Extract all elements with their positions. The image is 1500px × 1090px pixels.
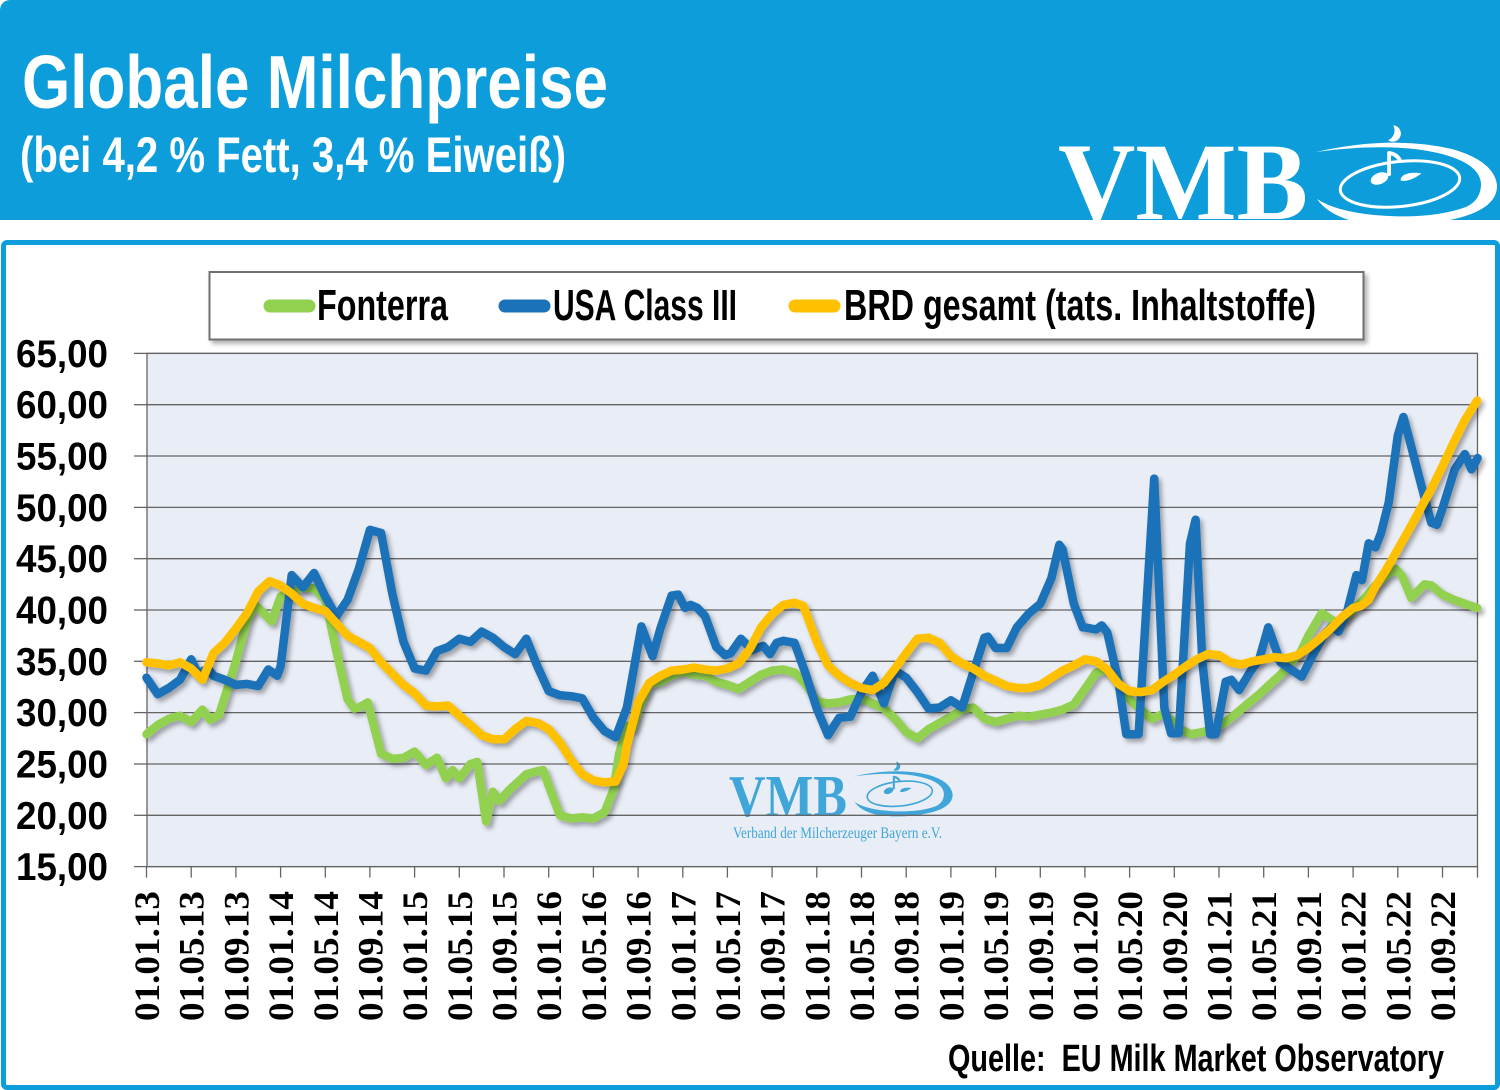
svg-text:01.09.19: 01.09.19 xyxy=(1021,891,1061,1021)
svg-text:01.09.14: 01.09.14 xyxy=(350,891,390,1021)
svg-text:01.05.22: 01.05.22 xyxy=(1378,891,1418,1021)
svg-text:01.05.17: 01.05.17 xyxy=(708,891,748,1021)
svg-text:01.01.18: 01.01.18 xyxy=(797,891,837,1021)
svg-text:01.09.15: 01.09.15 xyxy=(485,891,525,1021)
svg-text:VMB: VMB xyxy=(729,763,847,829)
svg-text:01.01.22: 01.01.22 xyxy=(1334,891,1374,1021)
svg-text:01.09.20: 01.09.20 xyxy=(1155,891,1195,1021)
svg-text:01.05.21: 01.05.21 xyxy=(1244,891,1284,1021)
svg-text:01.05.16: 01.05.16 xyxy=(574,891,614,1021)
svg-text:01.05.13: 01.05.13 xyxy=(172,891,212,1021)
svg-text:65,00: 65,00 xyxy=(16,333,108,376)
svg-text:USA Class III: USA Class III xyxy=(553,281,737,330)
svg-text:VMB: VMB xyxy=(1058,121,1308,243)
svg-text:Fonterra: Fonterra xyxy=(317,281,448,330)
svg-text:01.09.21: 01.09.21 xyxy=(1289,891,1329,1021)
svg-text:01.05.20: 01.05.20 xyxy=(1110,891,1150,1021)
svg-text:01.01.20: 01.01.20 xyxy=(1065,891,1105,1021)
svg-text:01.05.15: 01.05.15 xyxy=(440,891,480,1021)
svg-text:01.09.18: 01.09.18 xyxy=(887,891,927,1021)
svg-text:01.01.14: 01.01.14 xyxy=(261,891,301,1021)
svg-text:01.01.15: 01.01.15 xyxy=(395,891,435,1021)
svg-text:50,00: 50,00 xyxy=(16,487,108,530)
svg-text:01.09.22: 01.09.22 xyxy=(1423,891,1463,1021)
svg-text:Globale Milchpreise: Globale Milchpreise xyxy=(22,40,608,124)
svg-text:15,00: 15,00 xyxy=(16,846,108,889)
svg-text:Quelle: EU Milk Market Observ: Quelle: EU Milk Market Observatory xyxy=(948,1038,1444,1080)
svg-text:01.01.21: 01.01.21 xyxy=(1200,891,1240,1021)
svg-text:45,00: 45,00 xyxy=(16,538,108,581)
svg-text:BRD gesamt (tats. Inhaltstoffe: BRD gesamt (tats. Inhaltstoffe) xyxy=(844,281,1316,330)
svg-text:01.01.17: 01.01.17 xyxy=(663,891,703,1021)
svg-text:01.09.17: 01.09.17 xyxy=(753,891,793,1021)
svg-text:01.05.19: 01.05.19 xyxy=(976,891,1016,1021)
svg-text:25,00: 25,00 xyxy=(16,744,108,787)
svg-text:01.05.18: 01.05.18 xyxy=(842,891,882,1021)
svg-text:Verband der Milcherzeuger Baye: Verband der Milcherzeuger Bayern e.V. xyxy=(733,825,942,842)
svg-text:01.05.14: 01.05.14 xyxy=(306,891,346,1021)
svg-text:01.09.13: 01.09.13 xyxy=(216,891,256,1021)
svg-text:01.01.16: 01.01.16 xyxy=(529,891,569,1021)
svg-text:(bei 4,2 % Fett, 3,4 % Eiweiß): (bei 4,2 % Fett, 3,4 % Eiweiß) xyxy=(20,127,566,183)
svg-text:20,00: 20,00 xyxy=(16,795,108,838)
svg-text:01.09.16: 01.09.16 xyxy=(619,891,659,1021)
svg-text:55,00: 55,00 xyxy=(16,436,108,479)
svg-text:01.01.19: 01.01.19 xyxy=(931,891,971,1021)
svg-text:60,00: 60,00 xyxy=(16,384,108,427)
svg-text:35,00: 35,00 xyxy=(16,641,108,684)
svg-text:40,00: 40,00 xyxy=(16,590,108,633)
svg-text:01.01.13: 01.01.13 xyxy=(127,891,167,1021)
svg-text:30,00: 30,00 xyxy=(16,692,108,735)
